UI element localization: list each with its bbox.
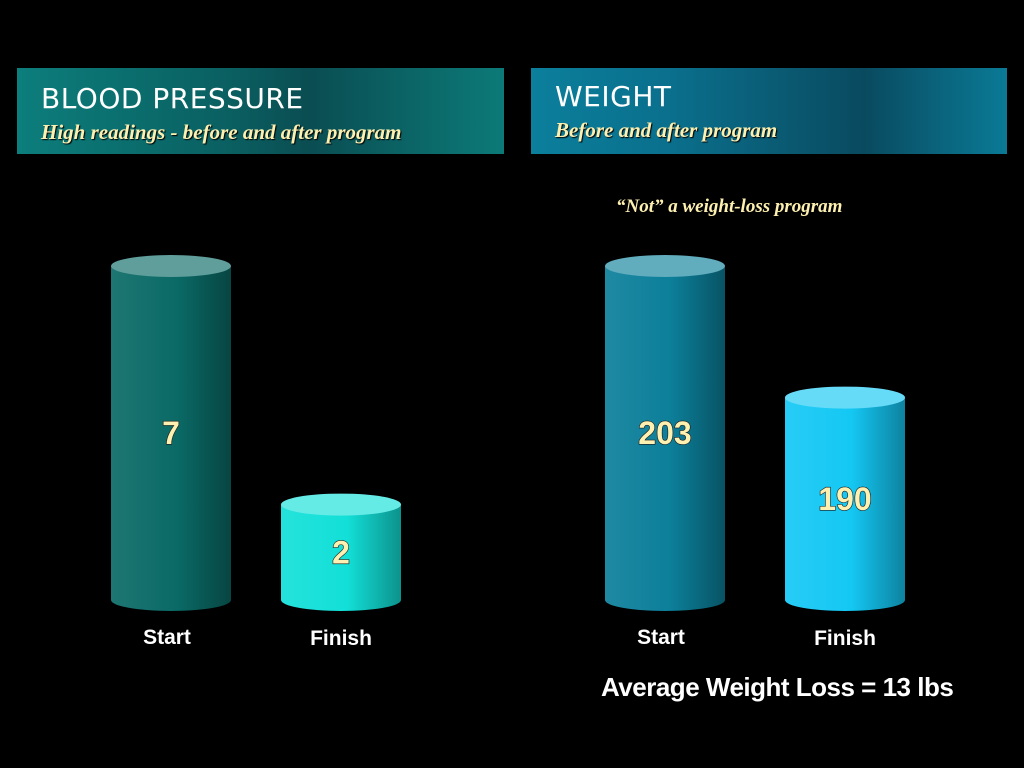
bar-value-wt-start: 203 (638, 415, 691, 451)
weight-loss-summary: Average Weight Loss = 13 lbs (601, 672, 954, 702)
bar-value-bp-start: 7 (162, 415, 180, 451)
category-label-wt-start: Start (637, 626, 685, 649)
category-label-bp-start: Start (143, 626, 191, 649)
bar-bp-finish (281, 493, 401, 611)
bar-bp-start (111, 255, 231, 611)
blood-pressure-subtitle: High readings - before and after program (41, 120, 402, 144)
weight-title: WEIGHT (555, 80, 672, 113)
blood-pressure-title: BLOOD PRESSURE (41, 82, 304, 115)
weight-subtitle: Before and after program (555, 118, 778, 142)
bar-value-wt-finish: 190 (818, 481, 871, 517)
weight-note: “Not” a weight-loss program (616, 196, 843, 217)
bar-value-bp-finish: 2 (332, 534, 350, 570)
bar-wt-start (605, 255, 725, 611)
bar-wt-finish (785, 386, 905, 611)
weight-header: WEIGHT Before and after program (531, 68, 1007, 154)
category-label-wt-finish: Finish (814, 627, 876, 650)
blood-pressure-header: BLOOD PRESSURE High readings - before an… (17, 68, 504, 154)
category-label-bp-finish: Finish (310, 627, 372, 650)
